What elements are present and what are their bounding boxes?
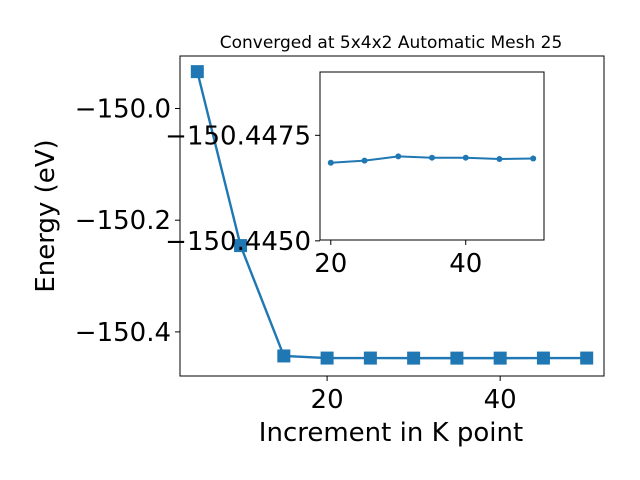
main-x-tick-label: 20: [311, 385, 344, 415]
main-data-point: [450, 351, 464, 365]
chart-title: Converged at 5x4x2 Automatic Mesh 25: [220, 33, 563, 53]
main-data-point: [320, 351, 334, 365]
main-data-point: [580, 351, 594, 365]
inset-data-point: [395, 153, 402, 160]
inset-y-tick-label: −150.4475: [165, 121, 311, 151]
inset-data-point: [429, 154, 435, 161]
main-axes-frame: [179, 55, 605, 377]
main-x-tick-label: 40: [484, 385, 517, 415]
inset-x-tick-label: 40: [449, 249, 482, 279]
inset-data-point: [361, 157, 368, 164]
y-axis-label: Energy (eV): [31, 139, 61, 292]
inset-x-tick-label: 20: [314, 249, 347, 279]
main-data-point: [190, 65, 204, 79]
inset-data-point: [327, 159, 334, 166]
inset-data-point: [530, 155, 537, 162]
inset-plot: 20 40 −150.4450 −150.4475: [165, 71, 545, 279]
main-series-line: [196, 71, 587, 360]
main-data-point: [536, 351, 550, 365]
main-y-tick-label: −150.2: [75, 206, 171, 236]
inset-data-point: [496, 155, 503, 162]
main-plot: 20 40 −150.4 −150.2 −150.0: [75, 55, 605, 415]
inset-y-tick-label: −150.4450: [165, 227, 311, 257]
main-y-tick-label: −150.4: [75, 318, 171, 348]
x-axis-label: Increment in K point: [259, 418, 523, 448]
main-data-point: [234, 239, 248, 253]
main-data-point: [363, 351, 377, 365]
main-data-point: [277, 349, 291, 363]
inset-data-point: [462, 154, 469, 161]
main-data-point: [493, 351, 507, 365]
main-y-tick-label: −150.0: [75, 94, 171, 124]
main-data-point: [407, 351, 421, 365]
